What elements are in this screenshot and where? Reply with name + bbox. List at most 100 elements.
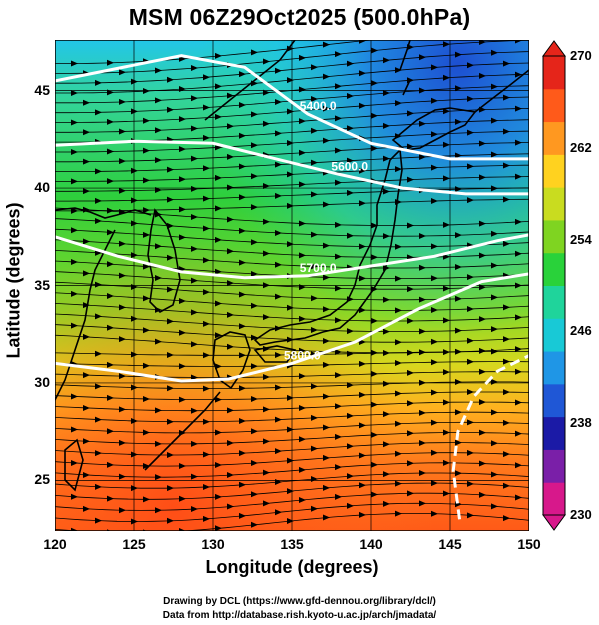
wind-arrow (491, 503, 498, 510)
wind-arrow (455, 51, 462, 58)
wind-arrow (347, 125, 354, 132)
wind-arrow (455, 379, 462, 386)
wind-arrow (107, 324, 114, 331)
wind-arrow (491, 471, 498, 478)
wind-arrow (251, 302, 258, 309)
wind-arrow (503, 336, 510, 343)
colorbar-segment (543, 88, 565, 123)
wind-arrow (383, 349, 390, 356)
wind-arrow (107, 461, 114, 468)
wind-arrow (311, 127, 318, 134)
sakhalin-coast (399, 40, 411, 96)
wind-arrow (311, 445, 318, 452)
wind-arrow (167, 517, 174, 524)
wind-arrow (299, 496, 306, 503)
wind-arrow (239, 417, 246, 424)
wind-arrow (95, 197, 102, 204)
wind-arrow (203, 74, 210, 81)
wind-arrow (191, 505, 198, 512)
wind-arrow (503, 515, 510, 522)
wind-arrow (179, 176, 186, 183)
wind-arrow (467, 129, 474, 136)
wind-arrow (467, 337, 474, 344)
wind-arrow (419, 409, 426, 416)
wind-arrow (419, 87, 426, 94)
wind-arrow (287, 304, 294, 311)
wind-arrow (407, 176, 414, 183)
wind-arrow (419, 470, 426, 477)
y-axis-label: Latitude (degrees) (3, 202, 24, 359)
colorbar-segment (543, 219, 565, 254)
wind-arrow (215, 113, 222, 120)
wind-arrow (455, 232, 462, 239)
wind-arrow (143, 231, 150, 238)
wind-arrow (107, 428, 114, 435)
wind-arrow (371, 461, 378, 468)
wind-arrow (263, 314, 270, 321)
wind-arrow (275, 161, 282, 168)
wind-arrow (107, 207, 114, 214)
wind-arrow (203, 483, 210, 490)
colorbar-segment (543, 154, 565, 188)
wind-arrow (83, 238, 90, 245)
wind-arrow (71, 259, 78, 266)
wind-arrow (431, 480, 438, 487)
wind-arrow (155, 186, 162, 193)
ryukyu-islands-coast (144, 391, 221, 471)
wind-arrow (239, 163, 246, 170)
wind-arrow (215, 332, 222, 339)
wind-arrow (443, 74, 450, 81)
wind-arrow (239, 323, 246, 330)
wind-arrow (143, 462, 150, 469)
wind-arrow (263, 218, 270, 225)
wind-arrow (203, 352, 210, 359)
wind-arrow (467, 358, 474, 365)
wind-arrow (191, 473, 198, 480)
wind-arrow (239, 227, 246, 234)
chart-title: MSM 06Z29Oct2025 (500.0hPa) (128, 4, 471, 30)
wind-streamlines (55, 40, 529, 531)
wind-arrow (479, 399, 486, 406)
wind-arrow (239, 132, 246, 139)
wind-arrow (311, 96, 318, 102)
wind-arrow (503, 162, 510, 169)
wind-arrow (227, 153, 234, 160)
streamline (55, 432, 529, 445)
wind-arrow (347, 232, 354, 239)
streamline (55, 40, 529, 74)
wind-arrow (119, 272, 126, 279)
wind-arrow (263, 469, 270, 476)
wind-arrow (515, 40, 522, 44)
colorbar (542, 40, 566, 531)
wind-arrow (467, 388, 474, 395)
wind-arrow (443, 399, 450, 406)
wind-arrow (335, 493, 342, 500)
wind-arrow (215, 493, 222, 500)
wind-arrow (395, 450, 402, 457)
wind-arrow (179, 396, 186, 403)
wind-arrow (203, 195, 210, 202)
wind-arrow (407, 143, 414, 150)
wind-arrow (131, 78, 138, 85)
wind-arrow (71, 393, 78, 400)
wind-arrow (395, 275, 402, 282)
wind-arrow (167, 196, 174, 203)
wind-arrow (395, 359, 402, 366)
wind-arrow (167, 286, 174, 293)
wind-arrow (215, 461, 222, 468)
x-tick-130: 130 (201, 536, 225, 552)
wind-arrow (191, 309, 198, 316)
wind-arrow (299, 436, 306, 443)
wind-arrow (455, 470, 462, 477)
wind-arrow (347, 189, 354, 196)
wind-arrow (407, 430, 414, 437)
wind-arrow (131, 451, 138, 458)
wind-arrow (299, 220, 306, 227)
wind-arrow (167, 452, 174, 459)
wind-arrow (143, 177, 150, 184)
wind-arrow (443, 317, 450, 324)
wind-arrow (155, 338, 162, 345)
wind-arrow (515, 368, 522, 375)
wind-arrow (215, 144, 222, 151)
wind-arrow (251, 142, 258, 149)
